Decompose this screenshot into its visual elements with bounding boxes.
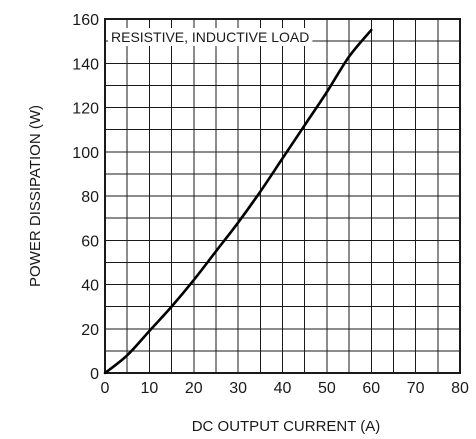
grid bbox=[105, 19, 460, 373]
x-tick-label: 80 bbox=[451, 380, 469, 397]
y-tick-label: 100 bbox=[72, 145, 99, 162]
tick-labels: 0 10 20 30 40 50 60 70 80 0 20 40 60 80 100 120 140 160 bbox=[72, 12, 469, 397]
x-tick-label: 0 bbox=[101, 380, 110, 397]
x-tick-label: 10 bbox=[140, 380, 158, 397]
x-axis-title: DC OUTPUT CURRENT (A) bbox=[192, 418, 381, 435]
y-tick-label: 0 bbox=[90, 366, 99, 383]
y-tick-label: 20 bbox=[81, 322, 99, 339]
y-tick-label: 40 bbox=[81, 278, 99, 295]
x-tick-label: 20 bbox=[185, 380, 203, 397]
x-tick-label: 60 bbox=[362, 380, 380, 397]
x-tick-label: 70 bbox=[407, 380, 425, 397]
y-tick-label: 80 bbox=[81, 189, 99, 206]
x-tick-label: 50 bbox=[318, 380, 336, 397]
x-tick-label: 30 bbox=[229, 380, 247, 397]
y-tick-label: 120 bbox=[72, 101, 99, 118]
y-axis-title: POWER DISSIPATION (W) bbox=[27, 105, 44, 287]
x-tick-label: 40 bbox=[274, 380, 292, 397]
y-tick-label: 140 bbox=[72, 56, 99, 73]
series-line bbox=[103, 28, 373, 375]
y-tick-label: 160 bbox=[72, 12, 99, 29]
annotation-label: RESISTIVE, INDUCTIVE LOAD bbox=[111, 29, 309, 45]
plot-frame bbox=[104, 18, 461, 374]
y-tick-label: 60 bbox=[81, 233, 99, 250]
annotation-background bbox=[108, 28, 313, 46]
